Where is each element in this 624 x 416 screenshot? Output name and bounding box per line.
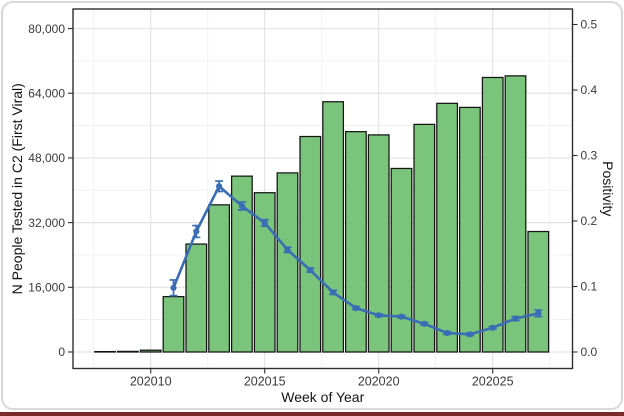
point-week-202013 [216, 183, 223, 190]
point-week-202022 [421, 320, 428, 327]
x-tick-label: 202015 [244, 375, 286, 389]
left-tick-label: 0 [58, 345, 65, 359]
right-tick-label: 0.4 [581, 83, 598, 97]
point-week-202018 [330, 289, 337, 296]
right-tick-label: 0.0 [581, 345, 598, 359]
bar-week-202009 [116, 350, 139, 353]
point-week-202019 [352, 305, 359, 312]
axis-ticks [68, 23, 578, 374]
left-axis-title: N People Tested in C2 (First Viral) [9, 83, 25, 294]
point-week-202015 [261, 219, 268, 227]
point-week-202012 [193, 228, 200, 235]
bar-week-202011 [162, 295, 185, 353]
bar-week-202016 [276, 172, 299, 353]
right-tick-label: 0.2 [581, 214, 598, 228]
right-tick-label: 0.1 [581, 280, 598, 294]
left-tick-label: 48,000 [28, 151, 65, 165]
bar-week-202022 [413, 123, 436, 353]
bar-week-202010 [139, 349, 162, 353]
left-tick-label: 32,000 [28, 216, 65, 230]
point-week-202021 [398, 313, 405, 320]
right-axis-title: Positivity [600, 161, 616, 216]
point-week-202017 [307, 267, 314, 274]
bars [94, 75, 550, 353]
bar-week-202015 [253, 192, 276, 353]
bar-week-202026 [504, 75, 527, 353]
bar-week-202012 [185, 243, 208, 353]
points [170, 183, 542, 338]
right-tick-label: 0.3 [581, 149, 598, 163]
bar-week-202014 [230, 175, 253, 353]
bar-week-202027 [527, 230, 550, 353]
bottom-rule [0, 412, 624, 416]
bar-week-202013 [208, 204, 231, 353]
plot-area: 0 16,000 32,000 48,000 64,000 80,000 0.0 0.1 0.2… [28, 8, 598, 389]
left-tick-label: 80,000 [28, 22, 65, 36]
point-week-202014 [238, 202, 245, 210]
bar-week-202024 [458, 106, 481, 353]
point-week-202025 [489, 324, 496, 331]
bar-week-202017 [299, 135, 322, 353]
point-week-202026 [512, 315, 519, 322]
bar-week-202023 [436, 102, 459, 353]
point-week-202023 [444, 329, 451, 337]
bar-week-202021 [390, 167, 413, 353]
x-tick-label: 202010 [130, 375, 172, 389]
right-tick-label: 0.5 [581, 18, 598, 32]
point-week-202027 [535, 310, 542, 317]
left-tick-label: 16,000 [28, 281, 65, 295]
x-tick-label: 202020 [358, 375, 400, 389]
bar-week-202025 [481, 76, 504, 353]
left-tick-label: 64,000 [28, 86, 65, 100]
point-week-202016 [284, 246, 291, 253]
bar-week-202020 [367, 134, 390, 353]
x-axis-title: Week of Year [281, 389, 364, 405]
point-week-202020 [375, 312, 382, 319]
bar-week-202018 [322, 101, 345, 353]
point-week-202011 [170, 284, 177, 291]
point-week-202024 [466, 331, 473, 338]
panel-border [72, 8, 574, 370]
x-tick-label: 202025 [472, 375, 514, 389]
bar-week-202019 [344, 131, 367, 353]
